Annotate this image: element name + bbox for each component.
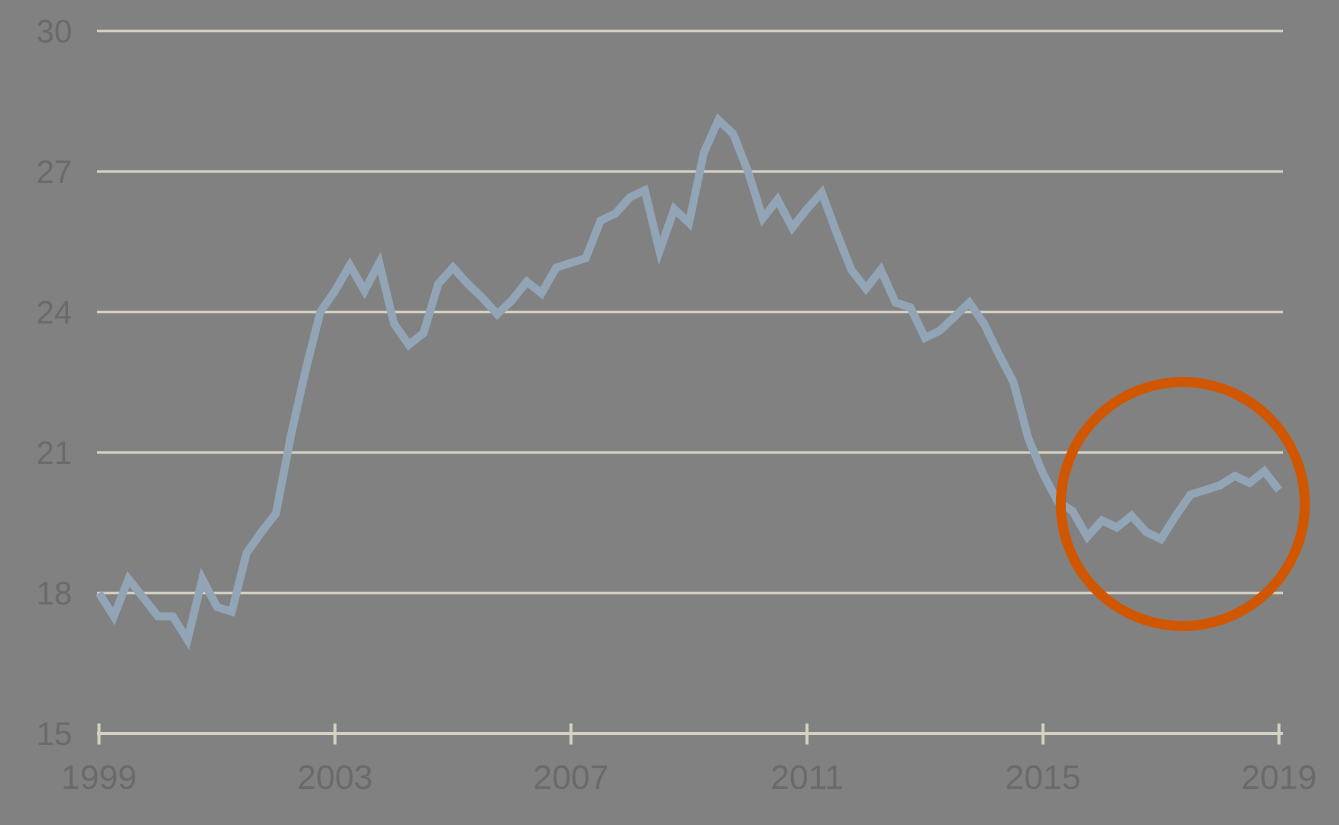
x-tick-label-2015: 2015 xyxy=(1005,759,1081,797)
y-tick-label-30: 30 xyxy=(36,14,72,50)
y-tick-label-21: 21 xyxy=(36,435,72,471)
x-tick-label-2007: 2007 xyxy=(533,759,609,797)
series-main-series xyxy=(95,113,1283,650)
highlight-circle-annotation xyxy=(1055,377,1310,632)
x-tick-label-1999: 1999 xyxy=(61,759,137,797)
y-tick-label-27: 27 xyxy=(36,154,72,190)
y-tick-labels: 30 27 24 21 18 15 xyxy=(36,14,72,752)
x-tick-labels: 1999 2003 2007 2011 2015 2019 xyxy=(61,759,1317,797)
x-axis xyxy=(97,723,1283,745)
y-tick-label-24: 24 xyxy=(36,294,72,330)
y-tick-label-18: 18 xyxy=(36,575,72,611)
x-tick-label-2011: 2011 xyxy=(770,759,843,797)
highlight-circle xyxy=(1055,377,1310,632)
x-tick-label-2003: 2003 xyxy=(297,759,373,797)
x-tick-label-2019: 2019 xyxy=(1241,759,1317,797)
gridlines xyxy=(97,29,1283,595)
y-tick-label-15: 15 xyxy=(36,716,72,752)
data-line xyxy=(95,113,1283,650)
